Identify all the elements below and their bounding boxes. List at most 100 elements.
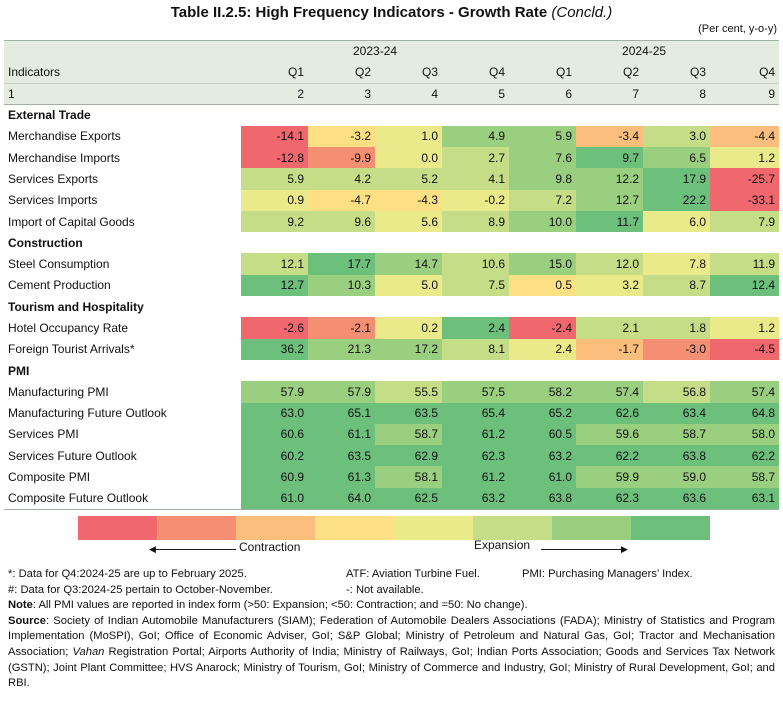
value-cell: 58.1	[375, 466, 442, 488]
section-header-row: Construction	[4, 232, 779, 253]
legend-swatch	[473, 516, 552, 540]
section-title: Construction	[8, 235, 83, 250]
value-cell: 63.2	[442, 487, 510, 510]
value-cell: -2.6	[241, 317, 308, 339]
value-cell: 3.2	[576, 274, 644, 297]
quarter-header: Q2	[308, 61, 375, 84]
column-index: 6	[509, 83, 577, 105]
value-cell: 59.0	[643, 466, 711, 488]
row-label: Services Future Outlook	[8, 448, 137, 463]
color-scale-legend	[78, 516, 710, 540]
value-cell: 12.0	[576, 253, 644, 275]
row-label: Import of Capital Goods	[8, 214, 135, 229]
row-label: Services PMI	[8, 427, 79, 442]
value-cell: -9.9	[308, 146, 375, 169]
source-text: Registration Portal; Airports Authority …	[8, 645, 776, 690]
footnote-row: *: Data for Q4:2024-25 are up to Februar…	[8, 567, 775, 583]
value-cell: 58.7	[710, 466, 780, 488]
value-cell: 2.7	[442, 146, 510, 169]
table-row: Hotel Occupancy Rate -2.6 -2.1 0.2 2.4 -2.4 2.…	[4, 317, 780, 339]
section-title: Tourism and Hospitality	[8, 299, 144, 314]
value-cell: 1.2	[710, 317, 780, 339]
column-index: 9	[710, 83, 780, 105]
column-index: 5	[442, 83, 510, 105]
section-header-row: Tourism and Hospitality	[4, 296, 779, 317]
value-cell: 12.7	[241, 274, 308, 297]
quarter-header: Q4	[442, 61, 510, 84]
footnote-hash: #: Data for Q3:2024-25 pertain to Octobe…	[8, 583, 273, 596]
value-cell: 63.1	[710, 487, 780, 510]
value-cell: 14.7	[375, 253, 442, 275]
value-cell: 3.0	[643, 125, 711, 147]
value-cell: -12.8	[241, 146, 308, 169]
value-cell: 63.8	[509, 487, 577, 510]
row-label: Foreign Tourist Arrivals*	[8, 342, 135, 357]
column-index: 1	[4, 83, 241, 105]
value-cell: 5.9	[509, 125, 577, 147]
value-cell: 1.0	[375, 125, 442, 147]
column-index: 2	[241, 83, 308, 105]
value-cell: 10.3	[308, 274, 375, 297]
value-cell: 36.2	[241, 338, 308, 360]
value-cell: 55.5	[375, 381, 442, 403]
quarter-header: Q1	[241, 61, 308, 84]
quarter-header: Q1	[509, 61, 577, 84]
footnote-asterisk: *: Data for Q4:2024-25 are up to Februar…	[8, 568, 247, 580]
legend-swatch	[236, 516, 315, 540]
value-cell: 5.9	[241, 168, 308, 190]
value-cell: 65.2	[509, 402, 577, 424]
footnote-atf: ATF: Aviation Turbine Fuel.	[346, 568, 480, 580]
value-cell: 4.9	[442, 125, 510, 147]
table-row: Services PMI 60.6 61.1 58.7 61.2 60.5 59.6 58.7…	[4, 423, 780, 446]
row-label: Manufacturing Future Outlook	[8, 406, 167, 421]
table-row: Services Exports 5.9 4.2 5.2 4.1 9.8 12.2 17.9-…	[4, 168, 780, 190]
expansion-label: Expansion	[474, 538, 531, 552]
value-cell: 9.2	[241, 210, 308, 233]
value-cell: -4.5	[710, 338, 780, 360]
value-cell: 7.9	[710, 210, 780, 233]
value-cell: 10.0	[509, 210, 577, 233]
value-cell: 64.0	[308, 487, 375, 510]
value-cell: 12.7	[576, 189, 644, 211]
column-index: 7	[576, 83, 644, 105]
value-cell: -4.3	[375, 189, 442, 211]
table-row: Foreign Tourist Arrivals* 36.2 21.3 17.2 8.1…	[4, 338, 780, 360]
row-label: Composite Future Outlook	[4, 487, 241, 510]
contraction-arrowhead-icon: ◀	[149, 544, 156, 554]
legend-swatch	[78, 516, 157, 540]
note-text: : All PMI values are reported in index f…	[32, 599, 528, 612]
value-cell: 59.9	[576, 466, 644, 488]
table-row: Cement Production 12.7 10.3 5.0 7.5 0.5 3.2 8.7…	[4, 274, 780, 297]
value-cell: 1.2	[710, 146, 780, 169]
year-header-row: 2023-24 2024-25	[4, 39, 780, 62]
value-cell: -14.1	[241, 125, 308, 147]
expansion-arrow	[541, 549, 624, 550]
row-label: Merchandise Imports	[8, 150, 121, 165]
footnotes: *: Data for Q4:2024-25 are up to Februar…	[8, 567, 775, 692]
legend-swatch	[552, 516, 631, 540]
contraction-label: Contraction	[239, 540, 301, 554]
value-cell: 62.2	[576, 445, 644, 467]
value-cell: 59.6	[576, 423, 644, 446]
row-label: Manufacturing PMI	[8, 384, 109, 399]
value-cell: 58.7	[643, 423, 711, 446]
value-cell: 62.2	[710, 445, 780, 467]
value-cell: 62.3	[442, 445, 510, 467]
value-cell: 22.2	[643, 189, 711, 211]
table-row: Steel Consumption 12.1 17.7 14.7 10.6 15.0 12.…	[4, 253, 780, 275]
value-cell: 15.0	[509, 253, 577, 275]
value-cell: -0.2	[442, 189, 510, 211]
row-label: Services Imports	[8, 193, 98, 208]
value-cell: 61.3	[308, 466, 375, 488]
legend-swatch	[394, 516, 473, 540]
value-cell: 0.5	[509, 274, 577, 297]
value-cell: 63.5	[375, 402, 442, 424]
quarter-header-row: Indicators Q1 Q2 Q3 Q4 Q1 Q2 Q3 Q4	[4, 61, 780, 84]
quarter-header: Q2	[576, 61, 644, 84]
value-cell: 61.1	[308, 423, 375, 446]
value-cell: 5.2	[375, 168, 442, 190]
column-index: 8	[643, 83, 711, 105]
indicators-header: Indicators	[4, 61, 241, 84]
title-concld: (Concld.)	[551, 4, 613, 21]
source-vahan: Vahan	[72, 645, 105, 658]
